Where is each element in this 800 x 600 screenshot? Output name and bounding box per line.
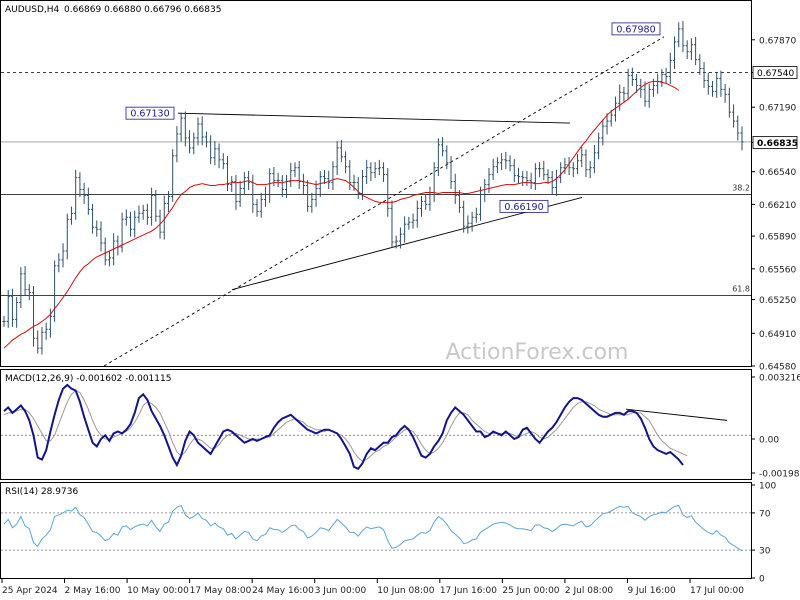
level-price-box xyxy=(752,66,798,79)
macd-line xyxy=(3,383,684,471)
price-y-tick-label: 0.66210 xyxy=(759,201,796,211)
rsi-y-tick-label: 70 xyxy=(759,509,771,519)
x-axis-tick-label: 9 Jul 16:00 xyxy=(627,586,676,596)
price-y-tick-label: 0.65560 xyxy=(759,265,796,275)
macd-signal-line xyxy=(3,390,688,462)
x-axis-tick-label: 17 May 08:00 xyxy=(190,586,252,596)
x-axis-tick-label: 17 Jul 00:00 xyxy=(690,586,744,596)
x-axis-tick-label: 3 Jun 00:00 xyxy=(315,586,367,596)
x-axis-tick-label: 2 May 16:00 xyxy=(65,586,121,596)
lower-channel-trendline xyxy=(231,197,583,291)
macd-title: MACD(12,26,9) -0.001602 -0.001115 xyxy=(5,374,171,384)
x-axis-tick-label: 10 Jun 08:00 xyxy=(377,586,434,596)
x-axis-tick-label: 25 Apr 2024 xyxy=(2,586,58,596)
x-axis-tick-label: 24 May 16:00 xyxy=(252,586,314,596)
current-price-label: 0.66835 xyxy=(757,139,798,149)
macd-y-tick-label: 0.003216 xyxy=(759,374,800,384)
price-callout-box xyxy=(499,199,549,213)
x-axis-tick-label: 25 Jun 00:00 xyxy=(502,586,559,596)
rsi-layer xyxy=(1,504,751,552)
price-callout-box xyxy=(125,106,175,120)
rsi-panel-frame xyxy=(0,482,752,579)
upper-channel-trendline xyxy=(177,112,571,124)
price-layer: 38.2 61.8 0.67980 0.67130 0.66190 xyxy=(1,21,751,367)
rsi-title: RSI(14) 28.9736 xyxy=(5,487,78,497)
x-axis-tick-label: 17 Jun 16:00 xyxy=(440,586,497,596)
price-y-tick-label: 0.66540 xyxy=(759,168,796,178)
fib-level-label: 61.8 xyxy=(732,285,750,294)
price-y-tick-label: 0.65250 xyxy=(759,296,796,306)
rsi-y-tick-label: 30 xyxy=(759,547,771,557)
current-price-box xyxy=(752,136,798,149)
macd-layer xyxy=(1,383,751,471)
price-callout-box xyxy=(611,22,661,36)
price-ohlc: 0.66869 0.66880 0.66796 0.66835 xyxy=(64,5,221,15)
price-panel-frame xyxy=(0,0,752,367)
rsi-y-tick-label: 0 xyxy=(759,575,765,585)
price-callout-label: 0.67130 xyxy=(130,109,169,120)
price-callout-label: 0.67980 xyxy=(616,24,655,35)
price-y-tick-label: 0.64580 xyxy=(759,363,796,373)
rsi-line xyxy=(3,504,743,552)
price-y-tick-label: 0.65890 xyxy=(759,233,796,243)
watermark-text: ActionForex.com xyxy=(446,340,629,365)
price-y-tick-label: 0.64910 xyxy=(759,330,796,340)
macd-panel-frame xyxy=(0,369,752,480)
macd-y-tick-label: 0.00 xyxy=(759,436,779,446)
axis-layer: 0.67870 0.67540 0.67190 0.66835 0.66540 0.662… xyxy=(1,36,800,596)
level-price-label: 0.67540 xyxy=(757,69,794,79)
price-callout-label: 0.66190 xyxy=(504,202,543,213)
x-axis-tick-label: 2 Jul 08:00 xyxy=(565,586,614,596)
macd-divergence-trendline xyxy=(625,408,728,421)
x-axis-tick-label: 10 May 00:00 xyxy=(127,586,189,596)
price-y-tick-label: 0.67870 xyxy=(759,36,796,46)
moving-average-line xyxy=(3,80,679,349)
rsi-y-tick-label: 100 xyxy=(759,482,776,492)
price-title: AUDUSD,H4 xyxy=(5,5,60,15)
dotted-trend-trendline xyxy=(103,36,665,367)
price-y-tick-label: 0.67190 xyxy=(759,104,796,114)
fib-level-label: 38.2 xyxy=(732,183,750,192)
